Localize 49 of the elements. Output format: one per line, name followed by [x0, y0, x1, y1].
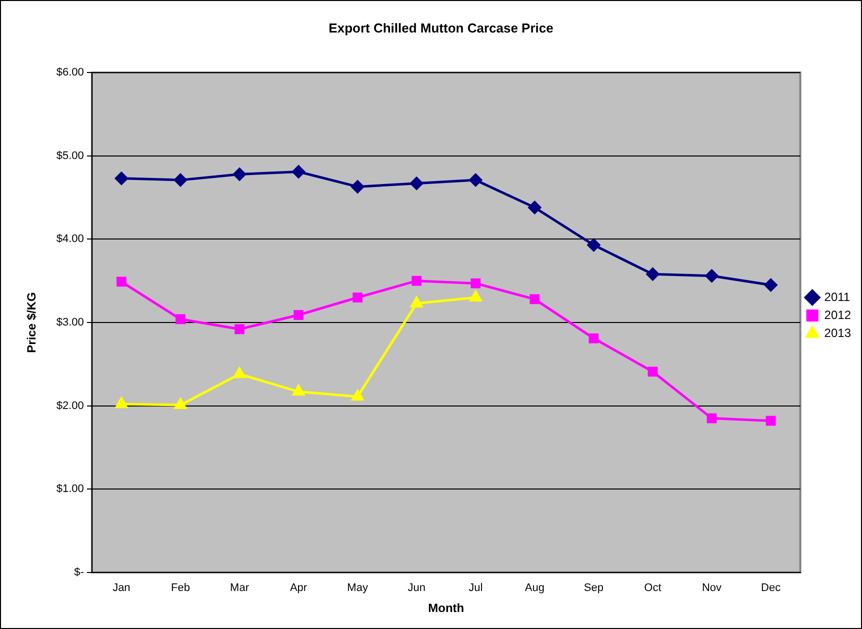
- point: [114, 171, 128, 186]
- point: [706, 413, 717, 424]
- x-tick-label: Jul: [468, 582, 483, 594]
- x-tick-label: Oct: [644, 582, 662, 594]
- y-tick-label: $2.00: [56, 400, 84, 412]
- y-axis-title: Price $/KG: [24, 292, 39, 353]
- point: [528, 200, 542, 215]
- y-tick-label: $1.00: [56, 483, 84, 496]
- chart-title: Export Chilled Mutton Carcase Price: [328, 20, 554, 36]
- y-tick-label: $4.00: [56, 233, 84, 246]
- y-tick-label: $-: [74, 566, 84, 578]
- x-tick-label: Dec: [761, 582, 782, 594]
- point: [470, 278, 481, 288]
- point: [646, 267, 660, 282]
- point: [586, 238, 601, 252]
- point: [232, 167, 247, 182]
- x-tick-label: May: [347, 582, 368, 594]
- x-tick-label: Mar: [230, 582, 250, 594]
- x-tick-label: Jun: [408, 582, 426, 594]
- point: [766, 416, 776, 426]
- point: [530, 294, 540, 304]
- y-tick-label: $3.00: [56, 316, 84, 329]
- point: [294, 310, 304, 320]
- point: [412, 276, 422, 286]
- legend-label: 2011: [824, 290, 850, 304]
- point: [704, 268, 719, 283]
- x-tick-label: Feb: [170, 582, 190, 594]
- point: [764, 278, 778, 292]
- y-tick-label: $5.00: [56, 150, 84, 162]
- y-tick-label: $6.00: [56, 66, 84, 79]
- point: [352, 292, 363, 302]
- x-tick-label: Nov: [702, 582, 722, 594]
- point: [468, 173, 483, 188]
- x-tick-label: Sep: [584, 582, 604, 594]
- point: [116, 276, 126, 287]
- legend-label: 2013: [824, 326, 852, 340]
- point: [350, 180, 365, 194]
- point: [648, 366, 658, 377]
- point: [410, 176, 424, 190]
- point: [292, 164, 306, 179]
- x-tick-label: Apr: [290, 582, 308, 594]
- point: [234, 324, 244, 334]
- legend-label: 2012: [824, 308, 852, 322]
- point: [173, 173, 188, 188]
- point: [176, 314, 186, 324]
- x-tick-label: Jan: [112, 582, 130, 594]
- point: [588, 333, 599, 344]
- x-tick-label: Aug: [524, 582, 544, 594]
- x-axis-title: Month: [428, 601, 464, 616]
